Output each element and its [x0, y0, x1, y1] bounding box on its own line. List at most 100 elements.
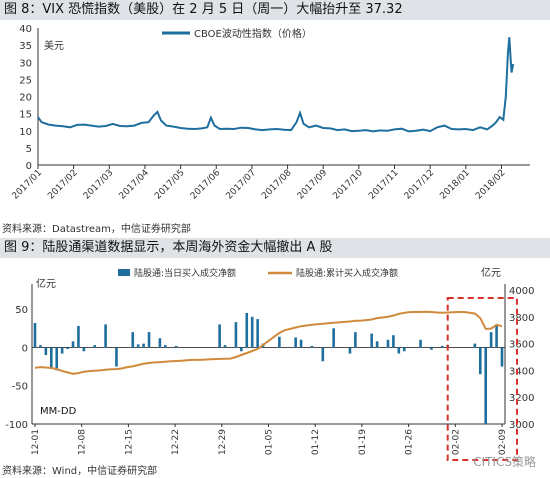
daily-net-bar	[131, 332, 135, 348]
daily-net-bar	[158, 338, 162, 348]
daily-net-bar	[136, 344, 140, 348]
y-tick-label: 20	[19, 93, 32, 104]
legend-label-daily: 陆股通:当日买入成交净额	[134, 267, 236, 279]
x-tick-label: 12-15	[124, 429, 134, 455]
x-tick-label: 12-29	[218, 429, 228, 455]
x-tick-label: 2017/06	[189, 168, 223, 202]
x-tick-label: 2017/08	[260, 168, 294, 202]
daily-net-bar	[370, 333, 373, 348]
daily-net-bar	[49, 347, 53, 369]
y-tick-label: 10	[19, 127, 32, 138]
y-right-tick-label: 3000	[509, 420, 534, 431]
x-tick-label: 2017/02	[46, 168, 80, 202]
daily-net-bar	[500, 347, 504, 367]
y-left-tick-label: -50	[12, 382, 28, 393]
y-left-tick-label: 0	[22, 343, 28, 354]
daily-net-bar	[310, 345, 314, 348]
daily-net-bar	[174, 345, 178, 348]
daily-net-bar	[299, 339, 303, 348]
x-tick-label: 12-08	[78, 429, 88, 455]
watermark: CITICS策略	[473, 455, 536, 469]
daily-net-bar	[245, 312, 249, 348]
y-axis-label: 美元	[44, 39, 64, 52]
y-right-tick-label: 3600	[509, 340, 534, 351]
daily-net-bar	[392, 335, 395, 348]
x-tick-label: 2018/02	[474, 168, 508, 202]
figure2-source: 资料来源：Wind，中信证券研究部	[2, 466, 158, 477]
daily-net-bar	[39, 345, 42, 348]
daily-net-bar	[430, 347, 433, 350]
y-tick-label: 40	[19, 24, 32, 35]
x-tick-label: 01-19	[358, 429, 368, 455]
x-tick-label: 12-22	[171, 429, 181, 455]
daily-net-bar	[218, 324, 221, 348]
daily-net-bar	[354, 332, 357, 348]
figure1-title: 图 8：VIX 恐慌指数（美股）在 2 月 5 日（周一）大幅抬升至 37.32	[0, 0, 550, 20]
daily-net-bar	[332, 328, 335, 348]
daily-net-bar	[256, 319, 259, 348]
daily-net-bar	[60, 347, 64, 354]
x-tick-label: 01-26	[405, 429, 415, 455]
y-right-axis-label: 亿元	[481, 266, 501, 279]
x-tick-label: 2017/12	[403, 168, 437, 202]
legend-swatch-daily	[118, 269, 130, 276]
x-tick-label: 01-05	[265, 429, 275, 455]
daily-net-bar	[484, 347, 488, 424]
daily-net-bar	[234, 322, 238, 348]
y-tick-label: 25	[19, 75, 32, 86]
y-left-tick-label: -100	[5, 420, 28, 431]
x-tick-label: 2017/07	[225, 168, 259, 202]
y-right-tick-label: 3400	[509, 366, 534, 377]
y-tick-label: 15	[19, 110, 32, 121]
daily-net-bar	[164, 345, 167, 348]
daily-net-bar	[397, 347, 401, 354]
date-format-note: MM-DD	[40, 406, 77, 417]
y-tick-label: 5	[26, 144, 32, 155]
daily-net-bar	[419, 339, 422, 348]
figure1-source: 资料来源：Datastream，中信证券研究部	[2, 224, 191, 235]
x-tick-label: 02-02	[451, 429, 461, 455]
daily-net-bar	[55, 347, 59, 371]
daily-net-bar	[240, 347, 243, 352]
northbound-chart: 500-50-100400038003600340032003000亿元亿元MM…	[5, 266, 534, 461]
daily-net-bar	[71, 341, 75, 348]
daily-net-bar	[33, 322, 37, 348]
daily-net-bar	[142, 343, 145, 348]
daily-net-bar	[495, 324, 498, 348]
daily-net-bar	[402, 347, 406, 352]
daily-net-bar	[250, 316, 254, 348]
x-tick-label: 01-12	[311, 429, 321, 455]
daily-net-bar	[478, 347, 482, 375]
daily-net-bar	[66, 347, 69, 349]
daily-net-bar	[294, 337, 297, 348]
daily-net-bar	[77, 325, 80, 348]
legend-label-vix: CBOE波动性指数（价格）	[194, 27, 312, 40]
y-tick-label: 35	[19, 41, 32, 52]
daily-net-bar	[473, 343, 477, 348]
daily-net-bar	[93, 345, 97, 348]
x-tick-label: 2017/04	[118, 168, 152, 202]
daily-net-bar	[44, 347, 48, 356]
y-tick-label: 0	[26, 161, 32, 172]
legend-label-cumulative: 陆股通:累计买入成交净额	[296, 267, 398, 279]
highlight-box	[446, 297, 518, 461]
daily-net-bar	[104, 324, 107, 348]
x-tick-label: 2017/01	[11, 168, 45, 202]
daily-net-bar	[223, 345, 227, 348]
figure2-title: 图 9：陆股通渠道数据显示，本周海外资金大幅撤出 A 股	[0, 238, 550, 258]
daily-net-bar	[348, 347, 352, 354]
x-tick-label: 2017/05	[153, 168, 187, 202]
daily-net-bar	[386, 339, 390, 348]
daily-net-bar	[82, 347, 86, 352]
y-left-axis-label: 亿元	[36, 277, 56, 290]
x-tick-label: 2017/09	[296, 168, 330, 202]
x-tick-label: 2017/03	[82, 168, 116, 202]
y-right-tick-label: 3800	[509, 313, 534, 324]
daily-net-bar	[147, 332, 151, 348]
daily-net-bar	[115, 347, 118, 367]
x-tick-label: 2017/11	[367, 168, 401, 202]
daily-net-bar	[375, 341, 379, 348]
x-tick-label: 12-01	[31, 429, 41, 455]
